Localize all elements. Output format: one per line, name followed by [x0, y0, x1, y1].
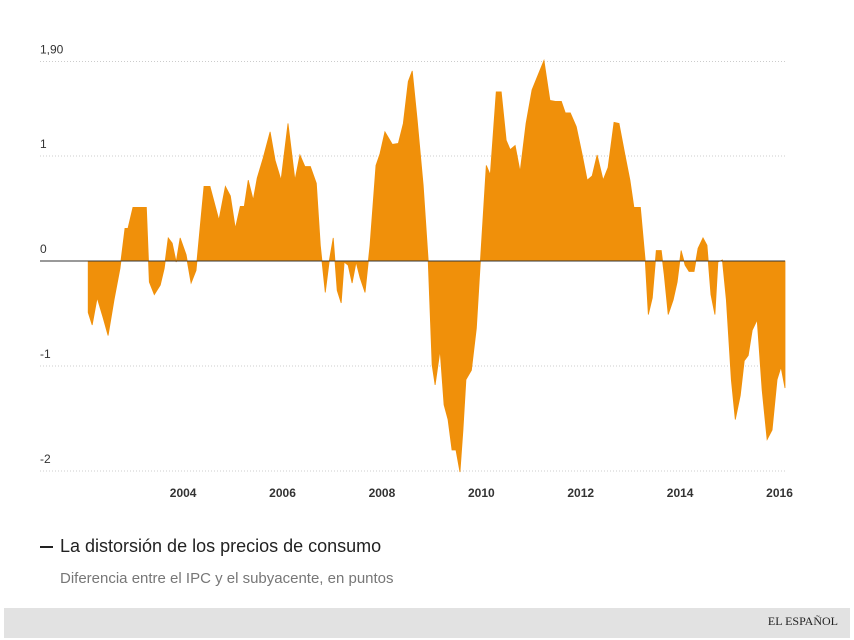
y-tick-label: 1,90: [40, 43, 64, 57]
x-tick-label: 2014: [667, 486, 694, 500]
x-tick-label: 2004: [170, 486, 197, 500]
footer-bar: [4, 608, 850, 638]
chart-title: La distorsión de los precios de consumo: [60, 536, 381, 556]
y-tick-label: -1: [40, 347, 51, 361]
x-tick-label: 2012: [567, 486, 594, 500]
x-tick-label: 2006: [269, 486, 296, 500]
x-tick-label: 2008: [369, 486, 396, 500]
brand: EL ESPAÑOL: [768, 614, 838, 628]
area: [87, 58, 786, 473]
y-tick-label: -2: [40, 452, 51, 466]
x-tick-label: 2010: [468, 486, 495, 500]
y-tick-label: 1: [40, 137, 47, 151]
y-tick-label: 0: [40, 242, 47, 256]
chart-subtitle: Diferencia entre el IPC y el subyacente,…: [60, 570, 394, 587]
x-tick-label: 2016: [766, 486, 793, 500]
